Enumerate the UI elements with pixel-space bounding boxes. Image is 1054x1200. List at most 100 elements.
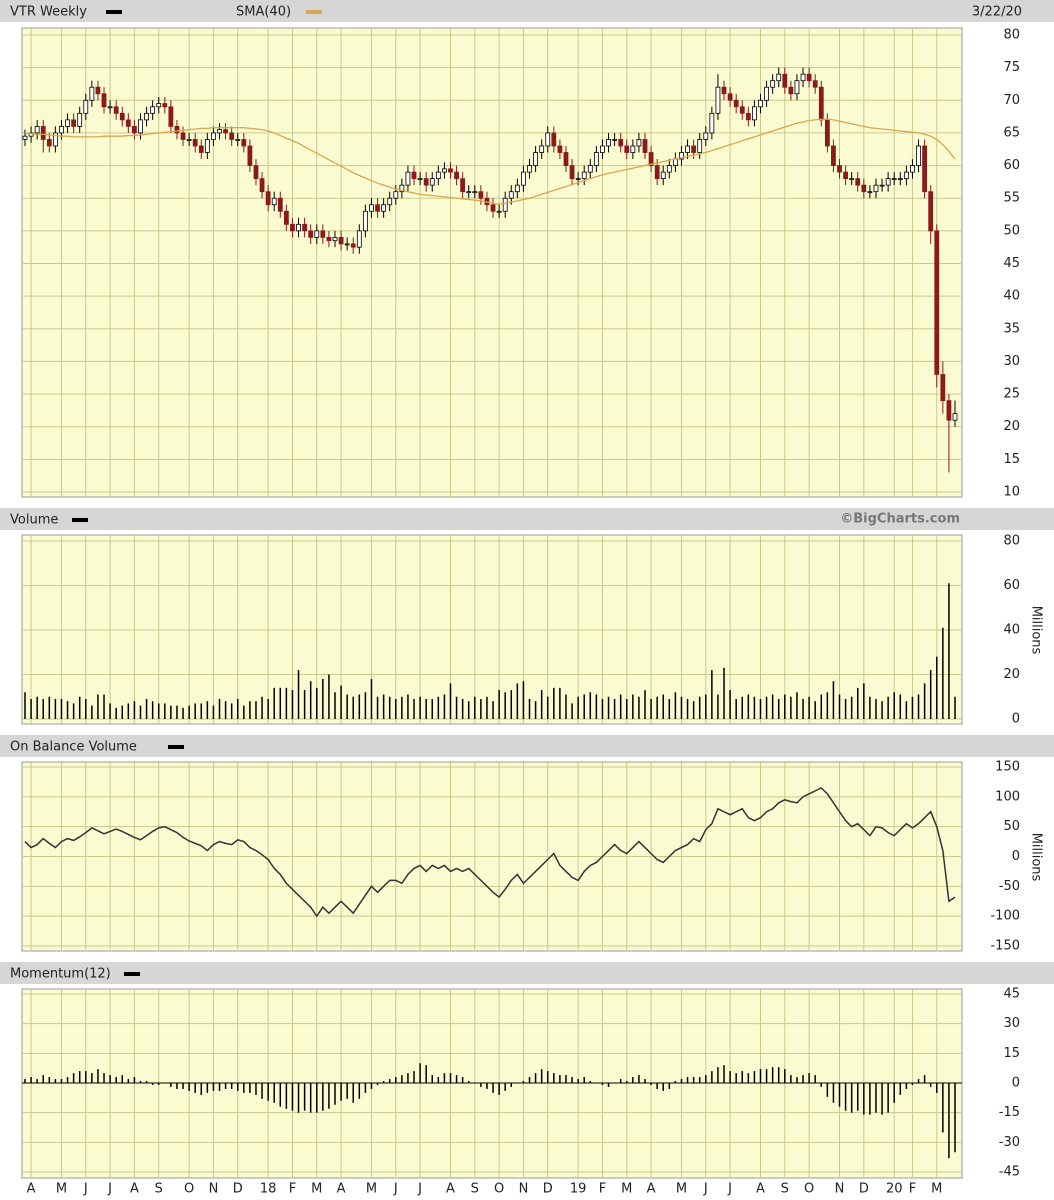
x-tick-label: O: [494, 1182, 504, 1197]
bar: [650, 1083, 652, 1085]
bar: [243, 705, 245, 719]
candle-body: [630, 145, 636, 153]
bar: [334, 1083, 336, 1105]
bar: [425, 698, 427, 719]
bar: [206, 1083, 209, 1093]
y-tick-label: 0: [1012, 712, 1020, 727]
x-tick-label: 19: [570, 1182, 587, 1197]
bar: [72, 1073, 75, 1083]
bar: [419, 696, 421, 719]
x-tick-label: A: [756, 1182, 765, 1197]
candle-body: [776, 73, 782, 82]
candle-body: [223, 129, 228, 134]
candle-body: [180, 132, 186, 140]
candle-body: [411, 171, 417, 180]
legend-swatch: [124, 972, 140, 976]
bar: [632, 694, 634, 719]
candle-body: [703, 132, 709, 140]
bar: [297, 670, 300, 719]
bar: [656, 696, 658, 719]
x-tick-label: S: [781, 1182, 789, 1197]
bar: [115, 707, 117, 719]
x-tick-label: S: [155, 1182, 163, 1197]
candle-body: [369, 204, 374, 212]
bar: [182, 1083, 184, 1089]
bar: [777, 1067, 780, 1083]
candle-body: [818, 86, 824, 121]
bar: [54, 1079, 57, 1083]
bar: [230, 703, 233, 719]
bar: [388, 696, 391, 719]
bar: [346, 694, 348, 719]
bar: [303, 1083, 306, 1111]
candle-body: [806, 73, 812, 82]
y-tick-label: -45: [999, 1165, 1020, 1180]
bar: [449, 1073, 452, 1083]
candle-body: [362, 210, 368, 232]
y-tick-label: 100: [995, 789, 1020, 804]
x-tick-label: F: [909, 1182, 916, 1197]
x-tick-label: A: [27, 1182, 36, 1197]
bar: [388, 1079, 391, 1083]
bar: [601, 698, 604, 719]
bar: [534, 701, 537, 719]
sma-line: [24, 118, 956, 205]
panel-title: Volume: [10, 513, 58, 528]
y-tick-label: -15: [999, 1105, 1020, 1120]
candle-body: [40, 126, 46, 140]
candle-body: [916, 145, 921, 166]
candle-body: [71, 119, 77, 127]
y-tick-label: 70: [1003, 93, 1020, 108]
bar: [595, 694, 598, 719]
bar: [382, 1081, 385, 1083]
bar: [735, 1073, 737, 1083]
y-tick-label: 20: [1003, 419, 1020, 434]
bar: [455, 696, 458, 719]
y-tick-label: 45: [1003, 987, 1020, 1002]
bar: [480, 1083, 482, 1087]
bar: [887, 1083, 889, 1113]
bar: [522, 1081, 525, 1083]
bar: [565, 694, 567, 719]
bar: [127, 703, 130, 719]
candle-body: [587, 165, 593, 173]
x-tick-label: M: [56, 1182, 67, 1197]
bar: [674, 1081, 677, 1083]
bar: [802, 1075, 804, 1083]
candle-body: [417, 178, 423, 181]
bar: [376, 1083, 379, 1085]
bar: [364, 1083, 367, 1093]
candle-body: [873, 184, 879, 193]
bar: [528, 1077, 531, 1083]
x-tick-label: M: [621, 1182, 632, 1197]
bar: [808, 696, 810, 719]
bar: [346, 1083, 348, 1099]
y-tick-label: 50: [1003, 819, 1020, 834]
y-axis-label: Millions: [1029, 606, 1044, 655]
bar: [777, 698, 780, 719]
bar: [36, 696, 38, 719]
candle-body: [22, 135, 28, 140]
bar: [911, 1083, 914, 1085]
bar: [832, 681, 835, 719]
candle-body: [606, 139, 611, 147]
bar: [875, 1083, 877, 1113]
x-tick-label: A: [130, 1182, 139, 1197]
bar: [413, 698, 415, 719]
bar: [358, 1083, 361, 1099]
bar: [103, 694, 105, 719]
bar: [753, 696, 756, 719]
candle-body: [290, 223, 295, 232]
candle-body: [490, 204, 496, 212]
candle-body: [107, 106, 113, 109]
bar: [364, 692, 367, 719]
bar: [759, 698, 762, 719]
bar: [212, 1083, 215, 1091]
date: 3/22/20: [972, 5, 1022, 20]
bar: [24, 1079, 26, 1083]
bar: [85, 1071, 87, 1083]
bar: [923, 1075, 926, 1083]
bar: [577, 696, 579, 719]
bar: [91, 705, 93, 719]
bar: [790, 696, 792, 719]
